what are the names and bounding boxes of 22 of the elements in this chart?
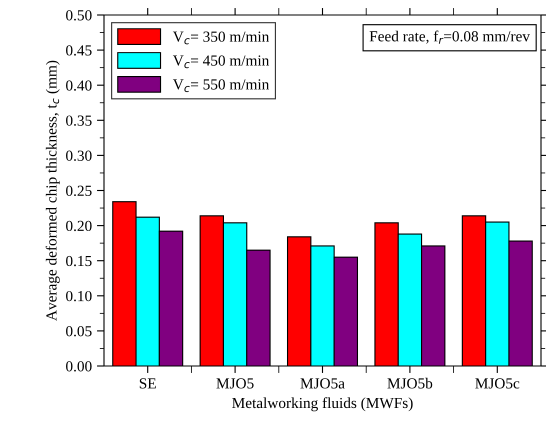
legend-label: V$_{c}$= 350 m/min <box>172 32 270 44</box>
y-tick-label: 0.40 <box>66 80 92 91</box>
x-axis-title: Metalworking fluids (MWFs) <box>232 397 413 412</box>
y-tick-label: 0.00 <box>66 361 92 372</box>
y-tick-label: 0.10 <box>66 290 92 302</box>
y-tick-label: 0.45 <box>66 45 92 56</box>
y-tick-label: 0.25 <box>66 186 92 196</box>
x-tick-label: MJO5b <box>387 378 432 389</box>
x-tick-label: MJO5 <box>216 378 254 389</box>
y-tick-label: 0.35 <box>66 115 92 126</box>
y-tick-label: 0.05 <box>66 326 92 336</box>
annotation: Feed rate, f$_{r}$=0.08 mm/rev <box>370 30 530 44</box>
x-tick-label: MJO5c <box>475 378 520 389</box>
x-tick-label: SE <box>140 378 156 389</box>
y-tick-label: 0.15 <box>66 256 92 266</box>
y-tick-label: 0.50 <box>66 10 92 21</box>
y-axis-title: Average deformed chip thickness, t$_{c}$ (mm) <box>46 60 60 321</box>
y-tick-label: 0.20 <box>66 220 92 232</box>
y-tick-label: 0.30 <box>66 150 92 161</box>
legend-label: V$_{c}$= 450 m/min <box>172 55 270 68</box>
legend-label: V$_{c}$= 550 m/min <box>172 79 270 92</box>
x-tick-label: MJO5a <box>300 378 345 389</box>
